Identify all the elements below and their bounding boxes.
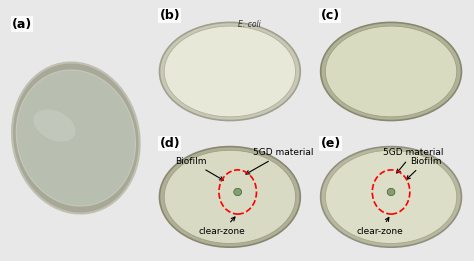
Text: clear-zone: clear-zone — [199, 217, 246, 236]
Ellipse shape — [387, 188, 395, 196]
Ellipse shape — [12, 62, 140, 213]
Ellipse shape — [16, 70, 136, 206]
Text: (a): (a) — [12, 18, 32, 31]
Text: E. coli: E. coli — [237, 20, 260, 29]
Ellipse shape — [321, 147, 461, 247]
Text: (e): (e) — [321, 137, 341, 150]
Text: (d): (d) — [159, 137, 180, 150]
Text: 5GD material: 5GD material — [383, 148, 444, 173]
Text: 5GD material: 5GD material — [246, 148, 314, 174]
Ellipse shape — [321, 22, 461, 121]
Ellipse shape — [164, 26, 296, 117]
Ellipse shape — [164, 150, 296, 244]
Ellipse shape — [325, 150, 457, 244]
Ellipse shape — [159, 147, 301, 247]
Ellipse shape — [34, 109, 75, 142]
Text: Biofilm: Biofilm — [407, 157, 441, 179]
Text: (b): (b) — [159, 9, 180, 22]
Ellipse shape — [159, 22, 301, 121]
Text: (c): (c) — [321, 9, 340, 22]
Ellipse shape — [325, 26, 457, 117]
Ellipse shape — [234, 188, 242, 196]
Text: clear-zone: clear-zone — [356, 217, 403, 236]
Text: Biofilm: Biofilm — [175, 157, 223, 180]
